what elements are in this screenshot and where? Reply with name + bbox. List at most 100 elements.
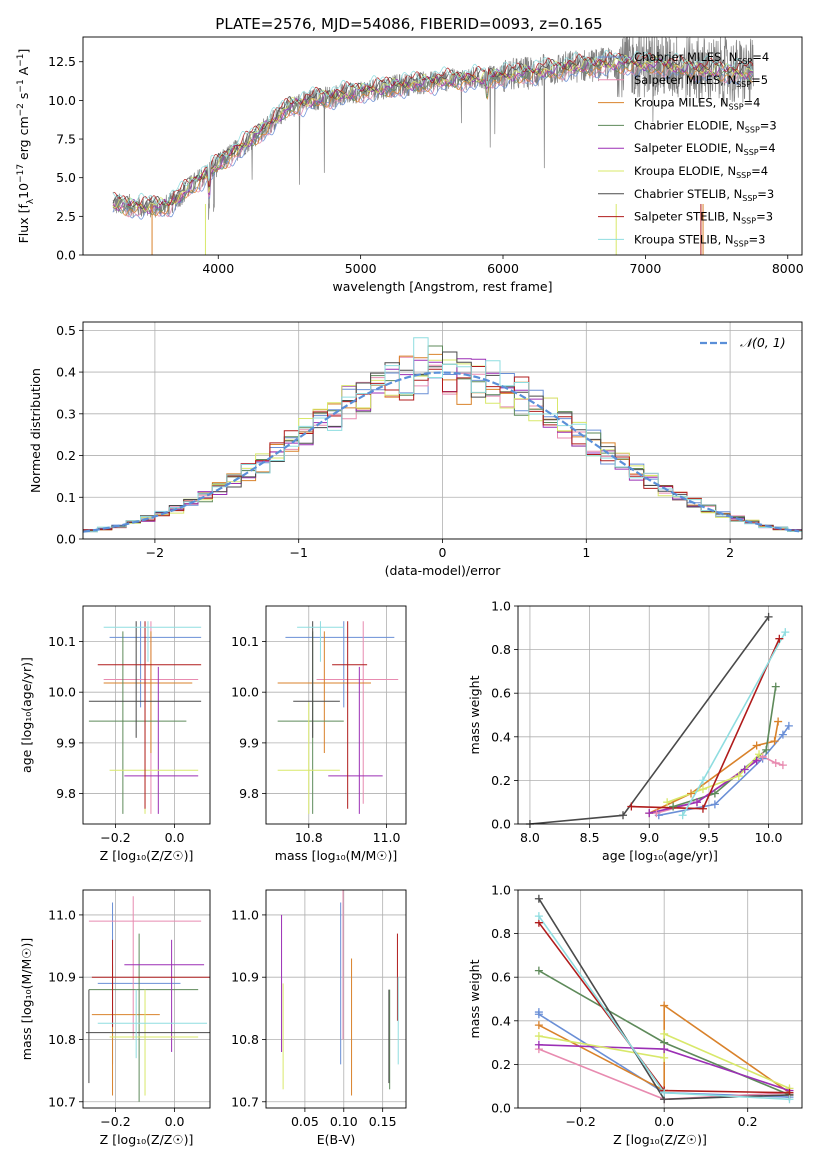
y-tick-label: 10.7 [48, 1094, 76, 1109]
x-tick-label: 0.10 [330, 1114, 358, 1129]
y-tick-label: 0.0 [491, 817, 511, 832]
panel-weight-age: 8.0 8.5 9.0 9.5 10.0 0.0 0.2 0.4 0.6 0.8 1.0 age [l… [467, 599, 803, 863]
mass-weight-marker [645, 809, 654, 818]
mass-weight-marker [774, 717, 783, 726]
y-tick-label: 9.8 [56, 786, 76, 801]
axes-frame [82, 889, 211, 1109]
y-axis-label: mass weight [467, 675, 482, 754]
x-tick-label: 5000 [345, 261, 377, 276]
mass-weight-marker [734, 772, 743, 781]
x-tick-label: 0.0 [165, 830, 185, 845]
x-tick-label: −1 [289, 545, 307, 560]
y-tick-label: 10.0 [48, 93, 76, 108]
y-tick-label: 0.0 [491, 1101, 511, 1116]
chart-title: PLATE=2576, MJD=54086, FIBERID=0093, z=0… [215, 15, 602, 33]
mass-weight-marker [534, 1021, 543, 1030]
mass-weight-marker [669, 802, 678, 811]
y-tick-label: 0.4 [491, 729, 511, 744]
legend-entry: Chabrier MILES, NSSP=4 [634, 50, 769, 66]
y-axis-label: Normed distribution [28, 368, 43, 493]
y-tick-label: 9.9 [239, 735, 259, 750]
plot-area-weight-Z [518, 890, 802, 1108]
y-tick-label: 10.8 [231, 1032, 259, 1047]
y-tick-label: 1.0 [491, 883, 511, 898]
axes-frame [82, 321, 803, 540]
y-tick-label: 12.5 [48, 54, 76, 69]
model-spectrum-line [112, 53, 754, 209]
mass-weight-marker [784, 721, 793, 730]
residual-histogram [83, 366, 802, 532]
legend-entry: Salpeter MILES, NSSP=5 [634, 73, 768, 89]
y-tick-label: 10.9 [48, 970, 76, 985]
x-tick-label: 7000 [629, 261, 661, 276]
y-tick-label: 0.0 [56, 248, 76, 263]
y-tick-label: 0.4 [491, 1013, 511, 1028]
plot-area-residuals [83, 322, 802, 539]
mass-weight-marker [770, 737, 779, 746]
axes-frame [517, 605, 803, 825]
y-tick-label: 0.8 [491, 926, 511, 941]
x-tick-label: −0.2 [565, 1114, 595, 1129]
residual-histogram [83, 337, 802, 533]
mass-weight-marker [762, 745, 771, 754]
y-tick-label: 0.2 [491, 773, 511, 788]
mass-weight-line [656, 755, 784, 814]
mass-weight-marker [778, 730, 787, 739]
y-tick-label: 10.1 [48, 634, 76, 649]
axes-frame [517, 889, 803, 1109]
legend-entry: Chabrier ELODIE, NSSP=3 [634, 118, 777, 134]
y-tick-label: 7.5 [56, 132, 76, 147]
axes-frame [82, 36, 803, 256]
x-tick-label: 8.5 [580, 830, 600, 845]
mass-weight-marker [740, 765, 749, 774]
panel-age-mass: 10.8 11.0 9.8 9.9 10.0 10.1 mass [log₁₀(M/M☉)] [231, 605, 407, 863]
x-tick-label: 6000 [487, 261, 519, 276]
x-axis-label: wavelength [Angstrom, rest frame] [332, 279, 552, 294]
mass-weight-line [672, 686, 777, 808]
mass-weight-marker [660, 1001, 669, 1010]
mass-weight-marker [771, 758, 780, 767]
mass-weight-marker [775, 634, 784, 643]
mass-weight-marker [785, 1095, 794, 1104]
mass-weight-marker [660, 1045, 669, 1054]
mass-weight-marker [764, 612, 773, 621]
y-tick-label: 9.9 [56, 735, 76, 750]
mass-weight-marker [660, 1029, 669, 1038]
panel-age-Z: −0.2 0.0 9.8 9.9 10.0 10.1 Z [log₁₀(Z/Z☉)] age … [19, 605, 211, 863]
x-tick-label: 0.0 [654, 1114, 674, 1129]
x-tick-label: 10.0 [755, 830, 783, 845]
legend-entry: Kroupa MILES, NSSP=4 [634, 96, 761, 112]
panel-weight-Z: −0.2 0.0 0.2 0.0 0.2 0.4 0.6 0.8 1.0 Z [log₁₀(Z/Z… [467, 883, 803, 1147]
y-tick-label: 9.8 [239, 786, 259, 801]
model-spectrum-line [112, 49, 754, 205]
mass-weight-marker [692, 798, 701, 807]
y-tick-label: 2.5 [56, 209, 76, 224]
y-tick-label: 10.0 [231, 685, 259, 700]
y-tick-label: 0.5 [56, 323, 76, 338]
x-tick-label: 0.2 [738, 1114, 758, 1129]
mass-weight-marker [771, 682, 780, 691]
axes-frame [82, 605, 211, 825]
legend-entry: Salpeter ELODIE, NSSP=4 [634, 141, 776, 157]
model-spectrum-line [112, 54, 754, 212]
y-tick-label: 0.4 [56, 365, 76, 380]
mass-weight-marker [698, 804, 707, 813]
x-tick-label: 0.15 [369, 1114, 397, 1129]
mass-weight-marker [698, 776, 707, 785]
mass-weight-marker [687, 789, 696, 798]
mass-weight-marker [534, 966, 543, 975]
plot-area-age-Z [83, 606, 210, 824]
y-axis-label: mass [log₁₀(M/M☉)] [19, 938, 34, 1060]
y-tick-label: 0.6 [491, 970, 511, 985]
plot-area-mass-EBV [266, 890, 406, 1108]
mass-weight-marker [752, 741, 761, 750]
y-tick-label: 5.0 [56, 170, 76, 185]
legend-entry: Kroupa ELODIE, NSSP=4 [634, 164, 768, 180]
mass-weight-marker [778, 761, 787, 770]
panel-mass-EBV: 0.05 0.10 0.15 10.7 10.8 10.9 11.0 E(B-V) [231, 889, 407, 1147]
x-axis-label: E(B-V) [317, 1132, 356, 1147]
x-tick-label: 4000 [202, 261, 234, 276]
panel-residuals: −2 −1 0 1 2 0.0 0.1 0.2 0.3 0.4 0.5 (data-model)/er… [28, 321, 803, 578]
mass-weight-marker [534, 1010, 543, 1019]
mass-weight-marker [627, 802, 636, 811]
